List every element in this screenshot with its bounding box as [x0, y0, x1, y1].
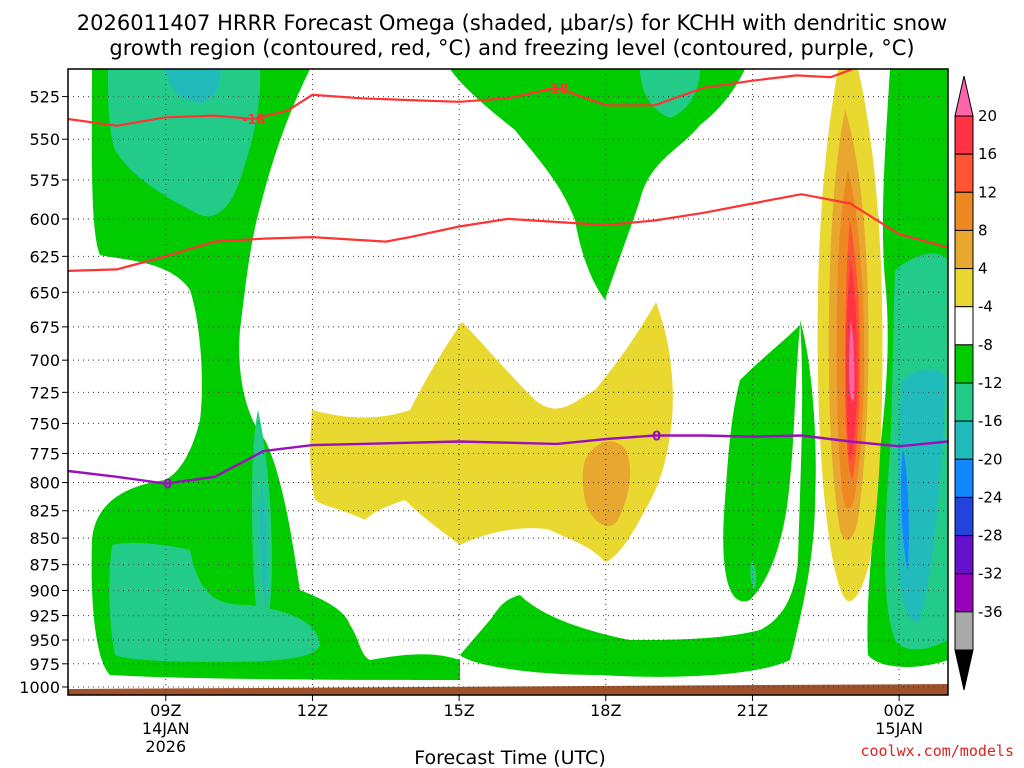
x-tick-label: 2026 — [145, 737, 186, 756]
omega-region-cyan-far-right — [897, 369, 945, 622]
x-tick-label: 00Z — [883, 701, 914, 720]
omega-region-teal-spot-right — [750, 560, 757, 590]
y-axis: 525 550 575 600 625 650 675 700 725 750 775 800 825 8… — [19, 88, 68, 697]
colorbar-label: 20 — [978, 107, 997, 125]
colorbar: 20 16 12 8 4 -4 -8 -12 -16 -20 -24 -28 -32 -36 — [954, 75, 1003, 691]
colorbar-label: -24 — [978, 488, 1003, 506]
colorbar-segment — [954, 115, 974, 155]
omega-region-green-right-inner — [723, 325, 800, 602]
chart-title-line2: growth region (contoured, red, °C) and f… — [109, 36, 914, 60]
chart-title-line1: 2026011407 HRRR Forecast Omega (shaded, … — [77, 11, 947, 35]
omega-shading — [68, 69, 948, 695]
colorbar-segment — [954, 344, 974, 384]
omega-region-cyan-upper-left — [165, 69, 221, 103]
colorbar-segment — [954, 191, 974, 231]
colorbar-segment — [954, 496, 974, 537]
plot-border — [67, 68, 949, 696]
omega-region-cyan-streak — [260, 480, 267, 610]
x-axis-title: Forecast Time (UTC) — [414, 747, 605, 768]
y-tick-label: 900 — [29, 581, 60, 600]
y-tick-label: 575 — [29, 171, 60, 190]
x-tick-label: 12Z — [297, 701, 328, 720]
y-tick-label: 775 — [29, 444, 60, 463]
y-tick-label: 525 — [29, 88, 60, 107]
gridlines — [68, 69, 948, 695]
colorbar-segment — [954, 153, 974, 193]
y-tick-label: 625 — [29, 247, 60, 266]
y-tick-label: 725 — [29, 383, 60, 402]
colorbar-label: -32 — [978, 565, 1003, 583]
x-tick-label: 18Z — [590, 701, 621, 720]
y-tick-label: 675 — [29, 318, 60, 337]
y-tick-label: 975 — [29, 655, 60, 674]
omega-region-green-upper-center — [450, 69, 745, 300]
y-tick-label: 650 — [29, 283, 60, 302]
colorbar-segment — [954, 573, 974, 613]
freezing-level-label: 0 — [652, 430, 661, 445]
omega-region-orange-center — [582, 441, 631, 527]
omega-region-blue-far-right — [901, 450, 909, 570]
y-tick-label: 875 — [29, 556, 60, 575]
colorbar-segment — [954, 420, 974, 460]
colorbar-label: -16 — [978, 412, 1003, 430]
y-tick-label: 850 — [29, 529, 60, 548]
x-tick-label: 21Z — [737, 701, 768, 720]
freezing-level-label: 0 — [163, 478, 172, 493]
colorbar-label: 8 — [978, 221, 988, 239]
contour-lines: -18 -18 0 0 — [68, 69, 948, 493]
y-tick-label: 800 — [29, 474, 60, 493]
y-tick-label: 600 — [29, 210, 60, 229]
colorbar-top-triangle — [954, 75, 974, 117]
y-tick-label: 950 — [29, 631, 60, 650]
omega-region-teal-upper-left — [108, 69, 261, 217]
omega-region-pink-column — [849, 320, 855, 402]
y-tick-label: 750 — [29, 414, 60, 433]
omega-region-green-right — [460, 320, 816, 677]
colorbar-label: 12 — [978, 183, 997, 201]
y-tick-label: 825 — [29, 502, 60, 521]
omega-region-yellow-center — [310, 302, 673, 562]
colorbar-segment — [954, 268, 974, 308]
colorbar-label: 16 — [978, 145, 997, 163]
x-tick-label: 14JAN — [142, 719, 190, 738]
y-tick-label: 1000 — [19, 678, 60, 697]
colorbar-label: -20 — [978, 450, 1003, 468]
colorbar-label: -4 — [978, 298, 993, 316]
colorbar-segment — [954, 535, 974, 575]
colorbar-segment — [954, 306, 974, 346]
colorbar-segment — [954, 382, 974, 422]
colorbar-label: -8 — [978, 336, 993, 354]
y-tick-label: 925 — [29, 607, 60, 626]
colorbar-segment — [954, 611, 974, 651]
colorbar-bottom-triangle — [954, 649, 974, 691]
credit-text: coolwx.com/models — [860, 742, 1014, 760]
colorbar-label: -28 — [978, 527, 1003, 545]
dgz-contour-minus18-a-line — [68, 69, 854, 127]
omega-region-teal-lower-left — [109, 542, 320, 662]
x-tick-label: 15JAN — [875, 719, 923, 738]
colorbar-label: -12 — [978, 374, 1003, 392]
y-tick-label: 550 — [29, 130, 60, 149]
freezing-level-line — [68, 434, 948, 485]
x-tick-label: 09Z — [150, 701, 181, 720]
colorbar-segment — [954, 229, 974, 270]
dgz-contour-minus18-a-label: -18 — [242, 113, 266, 128]
y-tick-label: 700 — [29, 351, 60, 370]
x-tick-label: 15Z — [443, 701, 474, 720]
colorbar-label: 4 — [978, 260, 988, 278]
colorbar-segment — [954, 458, 974, 498]
dgz-contour-minus12-line — [68, 193, 948, 272]
dgz-contour-minus18-label-b: -18 — [545, 82, 569, 97]
colorbar-label: -36 — [978, 603, 1003, 621]
omega-region-green-left — [91, 69, 460, 680]
